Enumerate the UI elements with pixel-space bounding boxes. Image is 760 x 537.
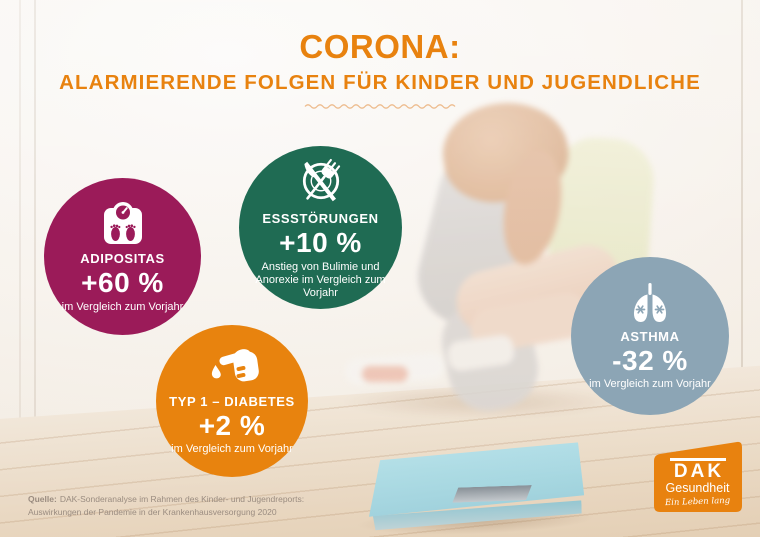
source-prefix: Quelle: [28,494,57,504]
girl-sock-heel [362,366,408,382]
weighing-scale-photo [356,442,596,537]
stat-bubble-asthma: ASTHMA -32 % im Vergleich zum Vorjahr [571,257,729,415]
page-subtitle: ALARMIERENDE FOLGEN FÜR KINDER UND JUGEN… [59,71,701,94]
stat-label: TYP 1 – DIABETES [169,393,295,409]
stat-caption: im Vergleich zum Vorjahr [61,300,184,313]
stat-bubble-adipositas: ADIPOSITAS +60 % im Vergleich zum Vorjah… [44,178,201,335]
finger-blood-drop-icon [211,348,259,382]
stat-caption: im Vergleich zum Vorjahr [589,378,711,391]
dak-division: Gesundheit [665,480,730,495]
dak-overline [669,457,726,461]
header: CORONA: ALARMIERENDE FOLGEN FÜR KINDER U… [0,30,760,115]
source-line-2: Auswirkungen der Pandemie in der Kranken… [28,506,277,517]
stat-bubble-typ1-diabetes: TYP 1 – DIABETES +2 % im Vergleich zum V… [156,325,308,477]
source-line-1: Quelle: DAK-Sonderanalyse im Rahmen des K… [28,493,304,506]
stat-value: +10 % [279,227,362,259]
stat-caption: Anstieg von Bulimie und Anorexie im Verg… [255,260,386,299]
stat-value: -32 % [612,344,688,376]
stat-label: ESSSTÖRUNGEN [262,211,379,227]
dak-logo-content: DAK Gesundheit Ein Leben lang [648,440,747,516]
weight-scale-icon [103,202,142,245]
wavy-underline [304,103,456,109]
dak-brand: DAK [673,460,725,482]
page-title: CORONA: [299,28,461,65]
lungs-icon [633,282,667,322]
source-note: Quelle: DAK-Sonderanalyse im Rahmen des K… [28,493,304,519]
stat-caption: im Vergleich zum Vorjahr [171,443,293,456]
stat-value: +60 % [81,267,164,299]
stat-bubble-essstoerungen: ESSSTÖRUNGEN +10 % Anstieg von Bulimie u… [239,146,402,309]
sitting-girl-photo [330,90,670,430]
dak-tagline: Ein Leben lang [664,496,731,509]
stat-value: +2 % [198,409,266,441]
stat-label: ADIPOSITAS [80,251,165,267]
plate-cutlery-icon [302,159,340,202]
source-text: DAK-Sonderanalyse im Rahmen des Kinder- … [59,494,305,504]
door-frame-line [34,0,36,440]
scale-display [452,485,532,503]
dak-gesundheit-logo: DAK Gesundheit Ein Leben lang [648,440,747,516]
stat-label: ASTHMA [620,328,680,344]
door-frame-line [19,0,21,450]
wall-corner-line [741,0,743,380]
